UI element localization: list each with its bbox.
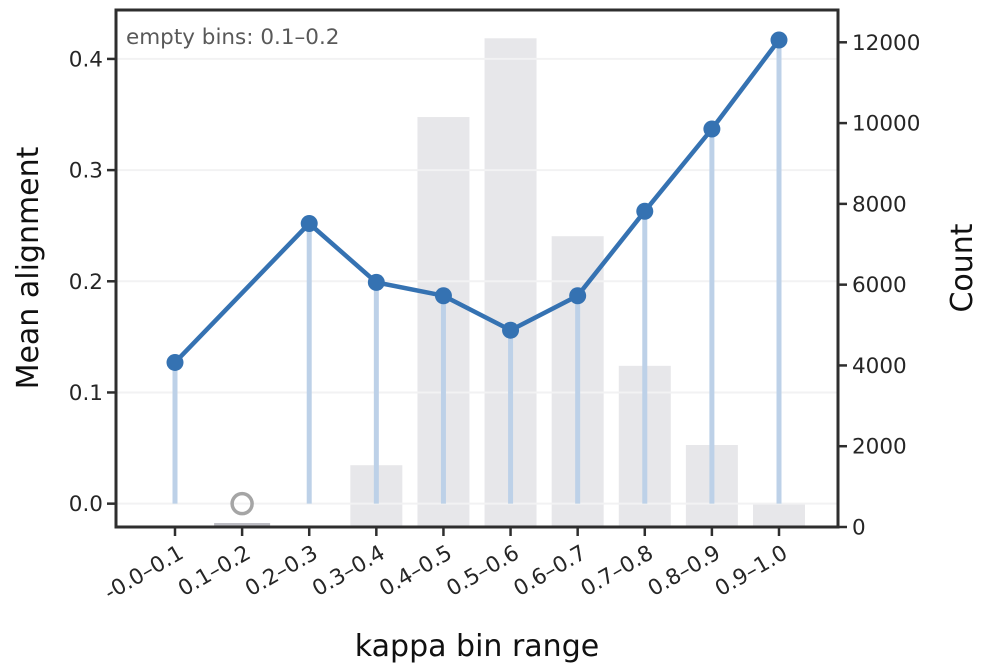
left-tick-label: 0.2	[69, 270, 103, 295]
x-tick-label: 0.3–0.4	[308, 541, 389, 602]
left-tick-label: 0.1	[69, 381, 103, 406]
mean-line	[172, 37, 782, 365]
right-tick-label: 6000	[852, 273, 907, 298]
right-tick-label: 4000	[852, 354, 907, 379]
right-tick-label: 12000	[852, 31, 920, 56]
x-tick-label: 0.8–0.9	[644, 541, 725, 602]
x-tick-label: 0.5–0.6	[443, 541, 524, 602]
mean-marker	[636, 202, 654, 220]
x-tick-label: 0.9–1.0	[711, 541, 792, 602]
mean-marker	[703, 120, 721, 138]
axes-layer	[114, 8, 840, 529]
mean-marker	[502, 321, 520, 339]
mean-line-layer	[166, 31, 788, 516]
mean-marker	[434, 287, 452, 305]
left-y-axis-title: Mean alignment	[11, 146, 46, 389]
empty-bin-zero-bar	[214, 523, 271, 527]
right-tick-label: 8000	[852, 192, 907, 217]
mean-marker	[569, 287, 587, 305]
left-tick-label: 0.0	[69, 492, 103, 517]
right-tick-label: 2000	[852, 435, 907, 460]
mean-marker	[166, 353, 184, 371]
x-tick-label: 0.2–0.3	[241, 541, 322, 602]
count-bar	[753, 504, 805, 527]
gridlines-layer	[116, 57, 838, 505]
plot-border	[114, 8, 840, 529]
right-tick-label: 10000	[852, 112, 920, 137]
x-tick-label: 0.7–0.8	[577, 541, 658, 602]
x-tick-label: 0.4–0.5	[375, 541, 456, 602]
left-tick-label: 0.4	[69, 47, 103, 72]
right-tick-label: 0	[852, 516, 866, 541]
x-tick-label: 0.1–0.2	[174, 541, 255, 602]
stems-layer	[172, 40, 782, 504]
x-axis-title: kappa bin range	[355, 629, 599, 664]
x-tick-label: 0.6–0.7	[510, 541, 591, 602]
mean-marker	[367, 273, 385, 291]
left-tick-label: 0.3	[69, 159, 103, 184]
mean-marker	[770, 31, 788, 49]
x-tick-label: -0.0–0.1	[100, 541, 188, 606]
mean-marker	[300, 214, 318, 232]
empty-bins-annotation: empty bins: 0.1–0.2	[126, 25, 339, 50]
empty-bin-marker	[230, 491, 254, 516]
right-y-axis-title: Count	[945, 223, 980, 312]
